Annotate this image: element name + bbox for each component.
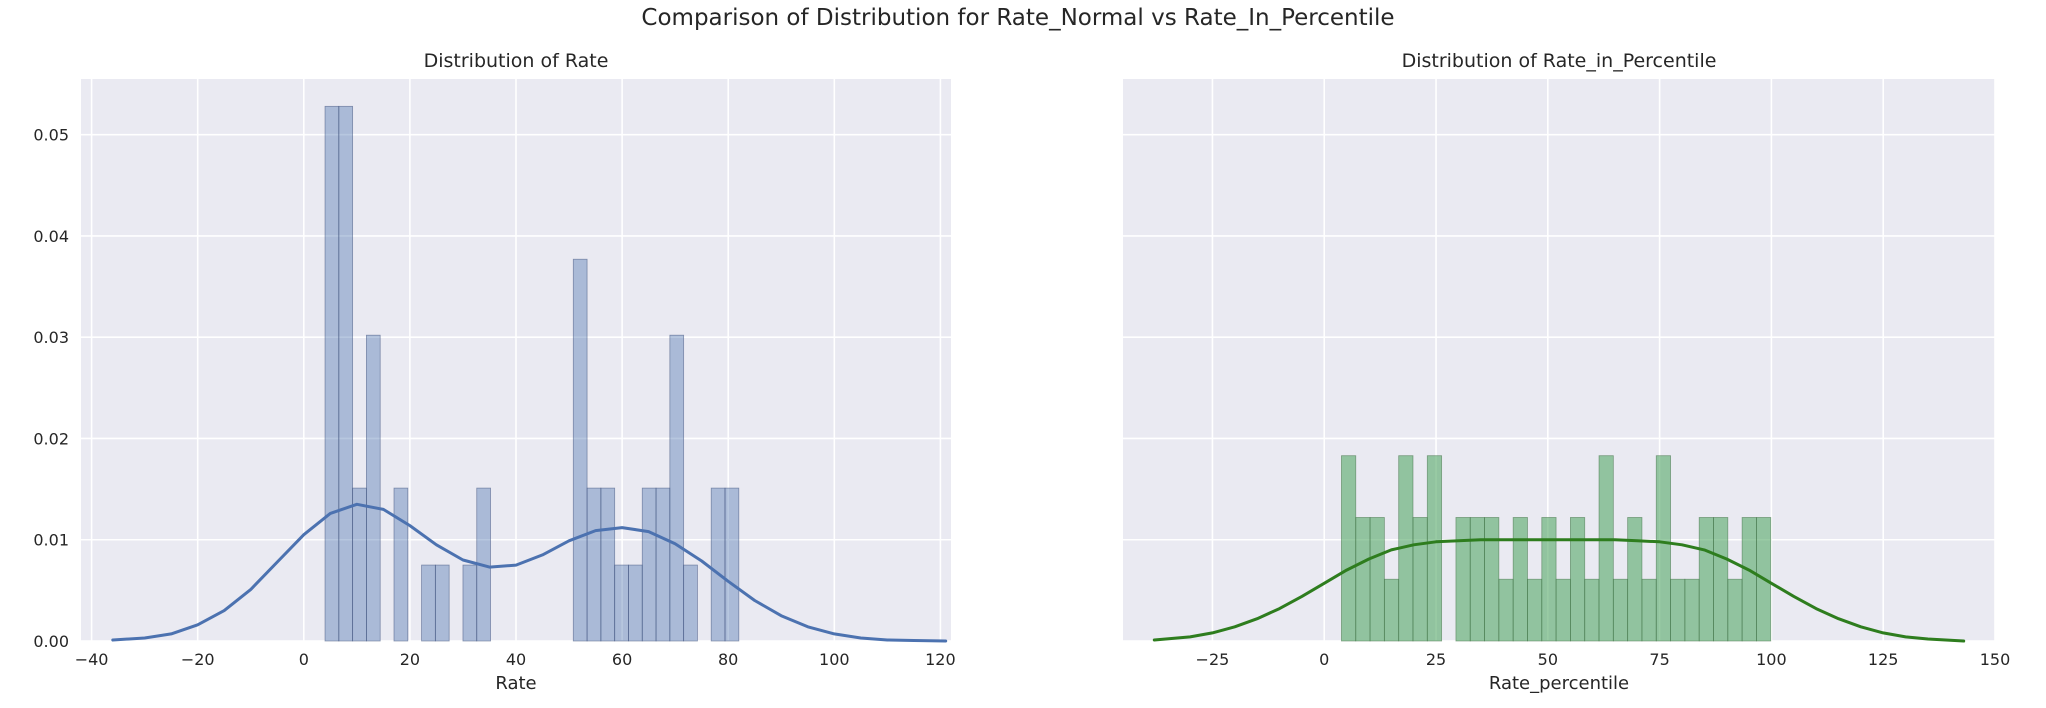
histogram-bar: [366, 334, 381, 642]
chart-title: Distribution of Rate_in_Percentile: [1402, 50, 1717, 72]
y-tick-label: 0.01: [33, 531, 69, 550]
histogram-bar: [1512, 517, 1528, 642]
histogram-bar: [572, 258, 588, 642]
histogram-bar: [669, 334, 685, 642]
histogram-bar: [1555, 578, 1571, 642]
histogram-bar: [352, 487, 367, 642]
x-tick-label: 100: [819, 650, 850, 669]
histogram-bar: [1598, 455, 1614, 642]
x-tick-label: 150: [1980, 650, 2011, 669]
x-axis-label: Rate_percentile: [1489, 673, 1629, 694]
histogram-bar: [1713, 517, 1729, 642]
histogram-bar: [600, 487, 616, 642]
histogram-bar: [586, 487, 602, 642]
histogram-bar: [1684, 578, 1700, 642]
histogram-bar: [1369, 517, 1385, 642]
x-tick-label: −40: [75, 650, 109, 669]
histogram-bar: [683, 564, 698, 642]
x-tick-label: 50: [1538, 650, 1558, 669]
x-axis-label: Rate: [495, 673, 536, 694]
x-tick-label: 100: [1756, 650, 1787, 669]
kde-curve: [111, 502, 948, 643]
histogram-bar: [1641, 578, 1657, 642]
histogram-bar: [1426, 455, 1443, 642]
histogram-bar: [628, 564, 643, 642]
histogram-bar: [1627, 517, 1643, 642]
histogram-bar: [710, 487, 726, 642]
histogram-bar: [1355, 517, 1371, 642]
x-tick-label: 0: [1319, 650, 1329, 669]
y-tick-label: 0.04: [33, 227, 69, 246]
x-tick-label: 75: [1649, 650, 1669, 669]
histogram-bar: [1670, 578, 1686, 642]
rate-percentile-distribution-chart: −25 0 25 50 75 100 125 150 Distribution of Rate_…: [1123, 50, 2010, 694]
x-tick-label: 20: [400, 650, 420, 669]
x-tick-label: −20: [181, 650, 215, 669]
histogram-bar: [393, 487, 409, 642]
histogram-bar: [641, 487, 657, 642]
x-tick-label: 125: [1868, 650, 1899, 669]
histogram-bar: [462, 564, 478, 642]
histogram-bar: [614, 564, 629, 642]
histogram-bar: [1698, 517, 1714, 642]
x-tick-label: 25: [1426, 650, 1446, 669]
histogram-bar: [1584, 578, 1600, 642]
histogram-bar: [1612, 578, 1629, 642]
histogram-bar: [1570, 517, 1586, 642]
kde-curve: [1152, 538, 1966, 643]
histogram-bar: [324, 105, 340, 642]
figure-title: Comparison of Distribution for Rate_Norm…: [641, 5, 1394, 31]
x-tick-label: 40: [506, 650, 526, 669]
histogram-bar: [421, 564, 436, 642]
histogram-bar: [1741, 517, 1757, 642]
histogram-bar: [1341, 455, 1357, 642]
y-tick-label: 0.00: [33, 632, 69, 651]
x-tick-label: 120: [925, 650, 956, 669]
histogram-bar: [1527, 578, 1543, 642]
histogram-bar: [1383, 578, 1400, 642]
histogram-bar: [1541, 517, 1557, 642]
plot-area: [1123, 79, 1995, 641]
x-tick-label: 0: [299, 650, 309, 669]
histogram-bar: [434, 564, 450, 642]
histogram-bar: [724, 487, 740, 642]
histogram-bar: [1727, 578, 1743, 642]
x-tick-label: 60: [612, 650, 632, 669]
histogram-bar: [1498, 578, 1514, 642]
y-tick-label: 0.05: [33, 126, 69, 145]
chart-title: Distribution of Rate: [424, 50, 609, 72]
histogram-bar: [1469, 517, 1485, 642]
histogram-bar: [655, 487, 671, 642]
histogram-bar: [1455, 517, 1471, 642]
histogram-bar: [338, 105, 354, 642]
histogram-bar: [1484, 517, 1500, 642]
rate-distribution-chart: −40 −20 0 20 40 60 80 100 120 0.00 0.01 0.02 0.03 0.0…: [33, 50, 955, 694]
x-tick-label: 80: [718, 650, 738, 669]
y-tick-label: 0.03: [33, 328, 69, 347]
y-tick-label: 0.02: [33, 429, 69, 448]
histogram-bar: [1412, 517, 1428, 642]
x-tick-label: −25: [1196, 650, 1230, 669]
histogram-bar: [1655, 455, 1671, 642]
